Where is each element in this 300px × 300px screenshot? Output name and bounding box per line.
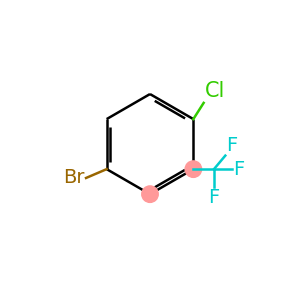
Text: F: F — [208, 188, 220, 207]
Circle shape — [142, 186, 158, 202]
Text: Cl: Cl — [205, 81, 226, 101]
Text: F: F — [226, 136, 237, 155]
Text: Br: Br — [63, 169, 85, 188]
Text: F: F — [233, 160, 244, 178]
Circle shape — [185, 161, 202, 177]
